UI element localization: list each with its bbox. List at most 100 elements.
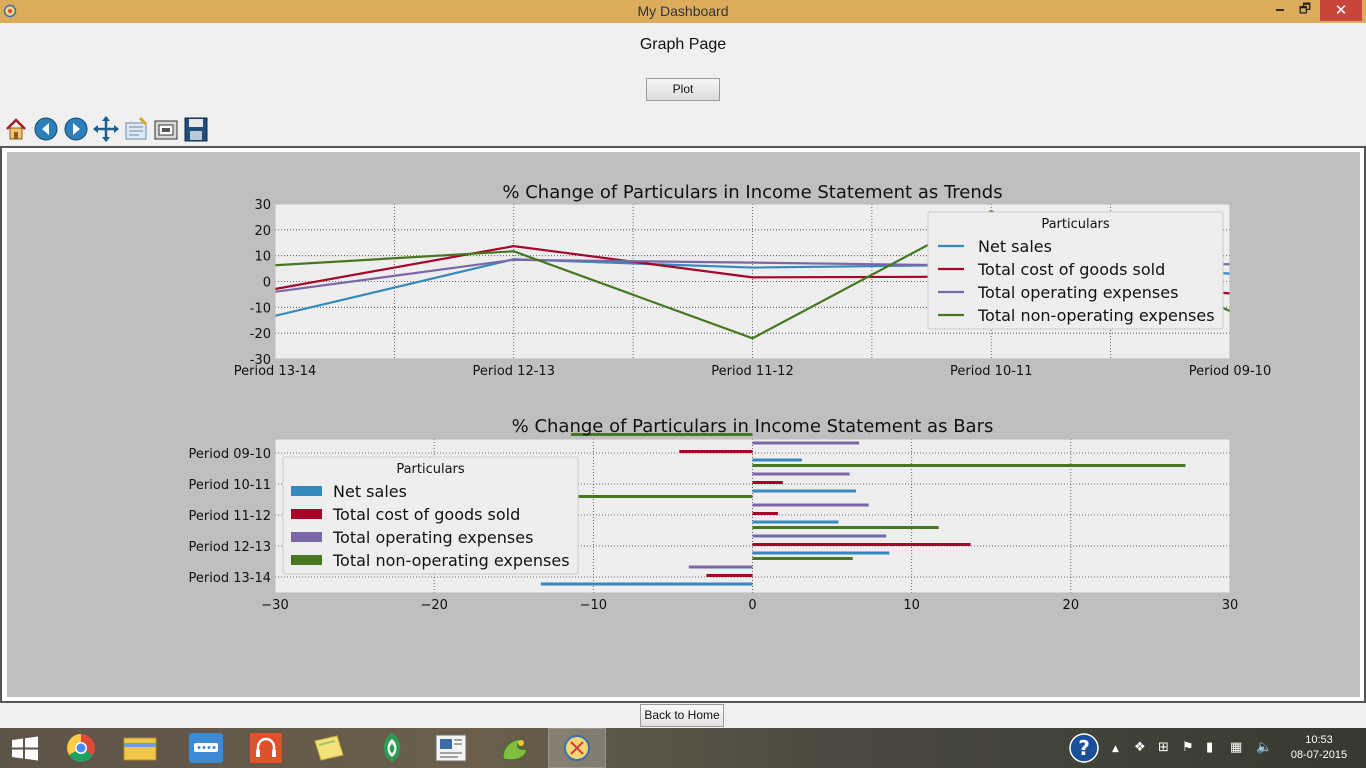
minimize-button[interactable]: 🗕 [1275,2,1285,17]
dropbox-icon[interactable]: ❖ [1134,740,1146,755]
save-icon[interactable] [182,114,210,144]
bar-xtick-label: 20 [1063,598,1080,613]
line-ytick-label: -30 [250,353,271,368]
bar-net-sales [540,582,753,586]
bar-total-cost-of-goods-sold [706,574,753,577]
line-xtick-label: Period 13-14 [234,364,316,379]
line-ytick-label: 10 [254,250,271,265]
sticky-notes-icon[interactable] [301,729,357,767]
bar-total-non-operating-expenses [752,557,853,560]
system-clock[interactable]: 10:53 08-07-2015 [1282,733,1356,763]
line-legend-box [927,211,1224,330]
figure-canvas-frame: -30 -20 -10 0 10 20 30 Period 13-14 Period 12-13… [0,146,1366,703]
line-xtick-label: Period 10-11 [950,364,1032,379]
bar-legend-swatch [291,532,322,542]
volume-icon[interactable]: 🔈 [1256,740,1273,755]
action-center-flag-icon[interactable]: ⚑ [1182,740,1194,755]
bar-total-operating-expenses [752,472,850,476]
bar-legend-swatch [291,509,322,519]
plot-button[interactable]: Plot [646,78,720,101]
help-icon[interactable]: ? [1068,732,1100,764]
bar-xtick-label: −30 [261,598,288,613]
close-button[interactable]: ✕ [1320,0,1362,21]
line-ytick-label: 0 [263,276,271,291]
bar-total-operating-expenses [752,441,860,445]
show-hidden-icons-icon[interactable]: ▲ [1112,744,1119,754]
window-title: My Dashboard [637,3,729,19]
back-arrow-icon[interactable] [32,114,60,144]
forward-arrow-icon[interactable] [62,114,90,144]
bar-total-operating-expenses [752,534,887,538]
app-feather-icon [3,4,17,18]
bar-xtick-label: 10 [903,598,920,613]
bar-total-non-operating-expenses [571,433,753,436]
line-legend-label: Total non-operating expenses [977,306,1215,325]
bar-xtick-label: −20 [420,598,447,613]
bar-legend-title: Particulars [396,462,465,477]
figure-svg: -30 -20 -10 0 10 20 30 Period 13-14 Period 12-13… [189,182,1272,613]
bar-total-operating-expenses [752,503,869,507]
windows-start-icon[interactable] [0,729,50,767]
bar-net-sales [752,520,839,524]
line-chart-title: % Change of Particulars in Income Statem… [502,182,1002,203]
line-plot-frame [274,203,1231,360]
bar-chart-title: % Change of Particulars in Income Statem… [512,416,994,437]
pan-icon[interactable] [92,114,120,144]
bar-legend-label: Net sales [333,482,407,501]
battery-icon[interactable]: ▮ [1206,740,1214,755]
dashboard-app-icon[interactable] [548,728,606,768]
bar-total-cost-of-goods-sold [752,512,778,515]
page-title: Graph Page [639,36,727,53]
bar-xtick-label: 0 [748,598,756,613]
line-legend-label: Total operating expenses [977,283,1178,302]
line-legend-label: Total cost of goods sold [977,260,1165,279]
network-icon[interactable]: ▦ [1230,740,1243,755]
python-app-icon[interactable] [487,729,543,767]
file-explorer-icon[interactable] [112,729,168,767]
svg-text:?: ? [1078,736,1090,760]
figure-canvas[interactable]: -30 -20 -10 0 10 20 30 Period 13-14 Period 12-13… [7,152,1360,697]
configure-subplots-icon[interactable] [122,114,150,144]
line-xtick-label: Period 11-12 [711,364,793,379]
line-legend-title: Particulars [1041,217,1110,232]
clock-date: 08-07-2015 [1290,749,1348,761]
bar-legend-label: Total non-operating expenses [332,551,570,570]
bar-legend-swatch [291,486,322,496]
bar-net-sales [752,458,802,462]
line-legend-label: Net sales [978,237,1052,256]
back-to-home-button[interactable]: Back to Home [640,704,724,727]
window-titlebar: My Dashboard 🗕 🗗 ✕ [0,0,1366,23]
chrome-icon[interactable] [53,729,109,767]
music-app-icon[interactable] [238,729,294,767]
bar-total-operating-expenses [688,565,753,569]
line-ytick-label: -10 [250,301,271,316]
app-icon[interactable] [364,729,420,767]
bar-legend-box [282,456,579,575]
line-xtick-label: Period 09-10 [1189,364,1271,379]
bar-total-non-operating-expenses [752,464,1186,467]
bar-ytick-label: Period 13-14 [189,571,271,586]
bar-total-cost-of-goods-sold [752,481,783,484]
bar-xtick-label: −10 [580,598,607,613]
line-ytick-label: -20 [250,327,271,342]
bar-xtick-label: 30 [1222,598,1239,613]
bar-legend-label: Total operating expenses [332,528,533,547]
bar-ytick-label: Period 09-10 [189,447,271,462]
bar-net-sales [752,551,890,555]
home-icon[interactable] [2,114,30,144]
line-xtick-label: Period 12-13 [473,364,555,379]
maximize-button[interactable]: 🗗 [1298,2,1312,17]
taskbar: ? [0,728,1366,768]
bar-total-cost-of-goods-sold [752,543,971,546]
bar-ytick-label: Period 11-12 [189,509,271,524]
line-ytick-label: 20 [254,224,271,239]
zoom-icon[interactable] [152,114,180,144]
bar-total-cost-of-goods-sold [679,450,753,453]
bar-total-non-operating-expenses [752,526,939,529]
bar-plot-frame [274,438,1231,594]
line-ytick-label: 30 [254,198,271,213]
network-app-icon[interactable] [178,729,234,767]
bar-net-sales [752,489,856,493]
windows-flag-icon[interactable]: ⊞ [1158,740,1169,755]
document-app-icon[interactable] [423,729,479,767]
